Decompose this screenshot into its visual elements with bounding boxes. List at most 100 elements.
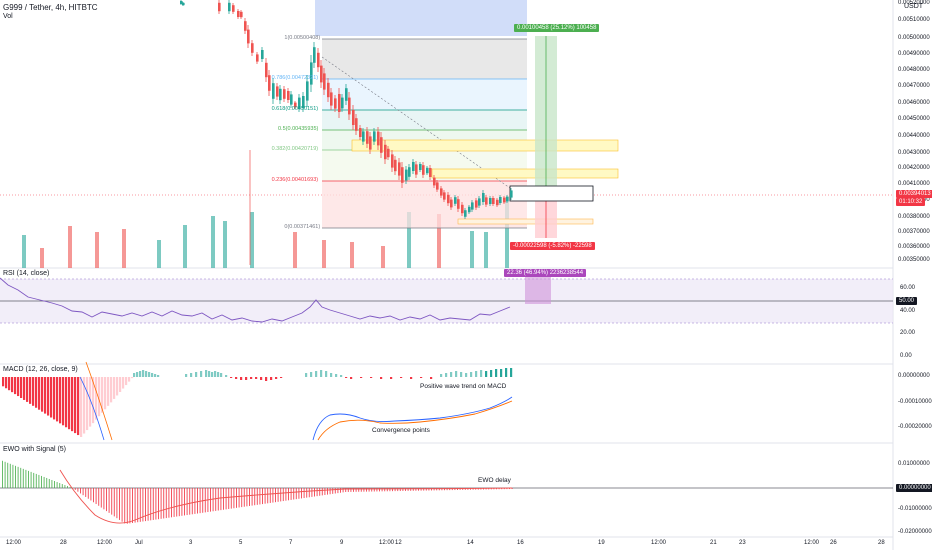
macd-hist-bar: [92, 377, 95, 424]
ewo-bar: [129, 488, 131, 524]
macd-hist-bar: [490, 370, 493, 377]
macd-hist-bar: [157, 375, 160, 377]
ewo-bar: [301, 488, 302, 499]
ewo-bar: [223, 488, 224, 510]
macd-hist-bar: [217, 372, 220, 377]
candle-body: [334, 98, 337, 109]
macd-hist-bar: [450, 372, 453, 377]
macd-line: [312, 396, 513, 441]
ewo-bar: [303, 488, 305, 499]
macd-hist-bar: [35, 377, 38, 408]
ewo-bar: [397, 488, 399, 492]
time-tick-label: 28: [60, 540, 67, 546]
ewo-bar: [82, 488, 84, 496]
candle-body: [401, 167, 404, 183]
macd-hist-bar: [53, 377, 56, 420]
ewo-bar: [173, 488, 175, 517]
candle-body: [475, 200, 478, 208]
time-range-highlight: [315, 0, 527, 36]
ewo-bar: [418, 488, 419, 491]
ewo-bar: [30, 471, 32, 488]
quote-currency[interactable]: USDT: [904, 3, 924, 10]
ewo-bar: [220, 488, 222, 511]
ewo-bar: [165, 488, 167, 519]
ewo-bar: [25, 469, 27, 488]
candle-body: [464, 210, 467, 217]
ewo-current-tag: 0.00000000: [896, 484, 932, 492]
ewo-bar: [488, 488, 490, 490]
macd-hist-bar: [65, 377, 68, 428]
rsi-highlight: [525, 276, 551, 304]
ewo-bar: [259, 488, 261, 505]
ewo-bar: [48, 478, 50, 488]
volume-bar: [68, 226, 72, 268]
macd-hist-bar: [38, 377, 41, 410]
ewo-bar: [340, 488, 341, 493]
ewo-bar: [415, 488, 417, 491]
candle-body: [482, 193, 485, 202]
macd-hist-bar: [460, 372, 463, 377]
symbol-title[interactable]: G999 / Tether, 4h, HITBTC: [3, 3, 98, 12]
price-tick-label: 0.00430000: [898, 150, 930, 156]
time-tick-label: Jul: [135, 540, 143, 546]
macd-hist-bar: [56, 377, 59, 422]
ewo-bar: [410, 488, 412, 491]
ewo-bar: [9, 463, 11, 488]
candle-body: [261, 50, 264, 59]
ewo-bar: [7, 462, 9, 488]
volume-bar: [95, 232, 99, 268]
volume-bar: [293, 232, 297, 268]
ewo-bar: [168, 488, 170, 518]
candle-body: [355, 118, 358, 131]
rsi-title[interactable]: RSI (14, close): [3, 270, 50, 277]
macd-hist-bar: [360, 377, 363, 378]
ewo-bar: [225, 488, 227, 510]
ewo-bar: [350, 488, 352, 492]
volume-bar: [350, 242, 354, 268]
ewo-bar: [441, 488, 443, 491]
ewo-bar: [59, 483, 61, 488]
ewo-bar: [38, 474, 40, 488]
ewo-bar: [243, 488, 245, 507]
fib-level-label: 1(0.00500408): [284, 35, 321, 41]
macd-hist-bar: [280, 377, 283, 378]
macd-hist-bar: [128, 377, 131, 382]
ewo-bar: [272, 488, 274, 503]
macd-tick-label: 0.00000000: [898, 373, 930, 379]
candle-body: [499, 197, 502, 203]
candle-body: [265, 62, 268, 78]
candle-body: [394, 159, 397, 172]
ewo-bar: [433, 488, 435, 491]
candle-body: [443, 192, 446, 200]
ewo-bar: [22, 468, 24, 488]
candle-body: [310, 62, 313, 85]
ewo-bar: [249, 488, 250, 506]
macd-title[interactable]: MACD (12, 26, close, 9): [3, 366, 78, 373]
ewo-bar: [90, 488, 92, 501]
ewo-bar: [147, 488, 149, 521]
macd-hist-bar: [245, 377, 248, 380]
candle-body: [510, 190, 513, 198]
ewo-annotation: EWO delay: [478, 477, 511, 484]
macd-hist-bar: [265, 377, 268, 381]
ewo-bar: [254, 488, 256, 506]
candle-body: [471, 202, 474, 210]
ewo-bar: [293, 488, 295, 500]
ewo-bar: [217, 488, 219, 511]
ewo-bar: [152, 488, 154, 520]
macd-hist-bar: [410, 377, 413, 379]
macd-hist-bar: [23, 377, 26, 400]
candle-body: [244, 21, 247, 31]
macd-hist-bar: [125, 377, 128, 386]
rsi-current-tag: 50.00: [896, 297, 918, 305]
candle-body: [391, 154, 394, 168]
ewo-bar: [332, 488, 334, 494]
ewo-bar: [407, 488, 409, 491]
volume-bar: [22, 235, 26, 268]
macd-hist-bar: [305, 373, 308, 377]
macd-hist-bar: [95, 377, 98, 420]
candle-body: [447, 194, 450, 204]
ewo-title[interactable]: EWO with Signal (5): [3, 446, 67, 453]
macd-tick-label: -0.00010000: [898, 399, 932, 405]
